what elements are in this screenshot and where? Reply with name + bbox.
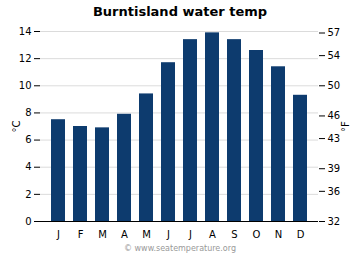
svg-text:4: 4 <box>25 161 31 172</box>
svg-text:54: 54 <box>328 50 341 61</box>
svg-text:M: M <box>142 229 151 240</box>
svg-text:O: O <box>253 229 261 240</box>
svg-text:8: 8 <box>25 107 31 118</box>
svg-text:°F: °F <box>340 121 351 132</box>
html-text:Burntisland water temp: Burntisland water temp <box>92 4 268 19</box>
svg-text:46: 46 <box>328 110 341 121</box>
svg-text:2: 2 <box>25 189 31 200</box>
svg-text:36: 36 <box>328 186 341 197</box>
svg-text:14: 14 <box>19 26 32 37</box>
svg-text:32: 32 <box>328 216 341 227</box>
svg-text:J: J <box>188 229 192 240</box>
svg-text:N: N <box>275 229 282 240</box>
svg-text:°C: °C <box>11 120 22 132</box>
svg-text:10: 10 <box>19 80 32 91</box>
svg-text:39: 39 <box>328 163 341 174</box>
svg-text:A: A <box>209 229 216 240</box>
svg-text:12: 12 <box>19 53 32 64</box>
svg-text:6: 6 <box>25 134 31 145</box>
svg-text:S: S <box>231 229 237 240</box>
svg-text:M: M <box>98 229 107 240</box>
svg-text:50: 50 <box>328 80 341 91</box>
svg-text:F: F <box>78 229 84 240</box>
svg-text:57: 57 <box>328 27 341 38</box>
svg-text:0: 0 <box>25 216 31 227</box>
svg-text:43: 43 <box>328 133 341 144</box>
svg-text:J: J <box>166 229 170 240</box>
svg-text:D: D <box>297 229 305 240</box>
svg-text:A: A <box>121 229 128 240</box>
svg-text:J: J <box>56 229 60 240</box>
html-text:© www.seatemperature.org: © www.seatemperature.org <box>124 244 236 253</box>
